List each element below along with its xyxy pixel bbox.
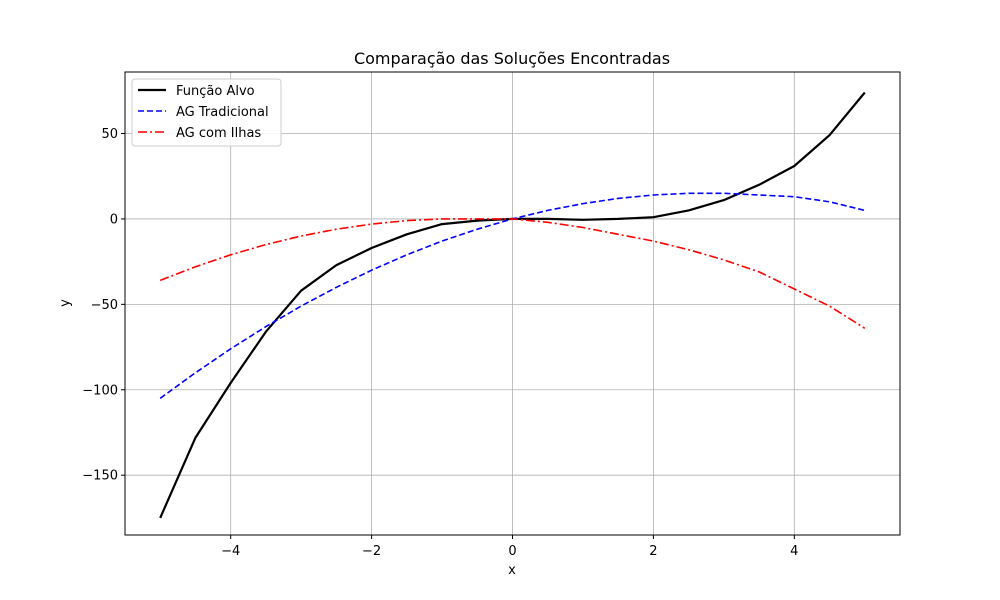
x-tick-label: −4 (221, 544, 240, 559)
y-tick-label: 0 (110, 212, 118, 227)
x-axis-title: x (508, 563, 516, 578)
legend-label-2: AG Tradicional (176, 105, 269, 120)
x-tick-label: 0 (508, 544, 516, 559)
series-layer (159, 91, 866, 519)
legend-label-3: AG com Ilhas (176, 126, 261, 141)
y-tick-label: −50 (91, 298, 118, 313)
grid (125, 72, 900, 535)
ticks: −4 −2 0 2 4 −150 −100 −50 0 50 (82, 127, 798, 559)
x-tick-label: 2 (649, 544, 657, 559)
chart-title: Comparação das Soluções Encontradas (354, 49, 670, 68)
legend-label-1: Função Alvo (176, 84, 255, 99)
legend: Função Alvo AG Tradicional AG com Ilhas (131, 78, 282, 147)
y-axis-title: y (58, 299, 73, 307)
y-tick-label: −150 (82, 469, 118, 484)
y-tick-label: −100 (82, 383, 118, 398)
legend-box (131, 78, 282, 147)
y-tick-label: 50 (101, 127, 118, 142)
x-tick-label: −2 (362, 544, 381, 559)
series-line-3 (159, 218, 866, 329)
x-tick-label: 4 (790, 544, 798, 559)
